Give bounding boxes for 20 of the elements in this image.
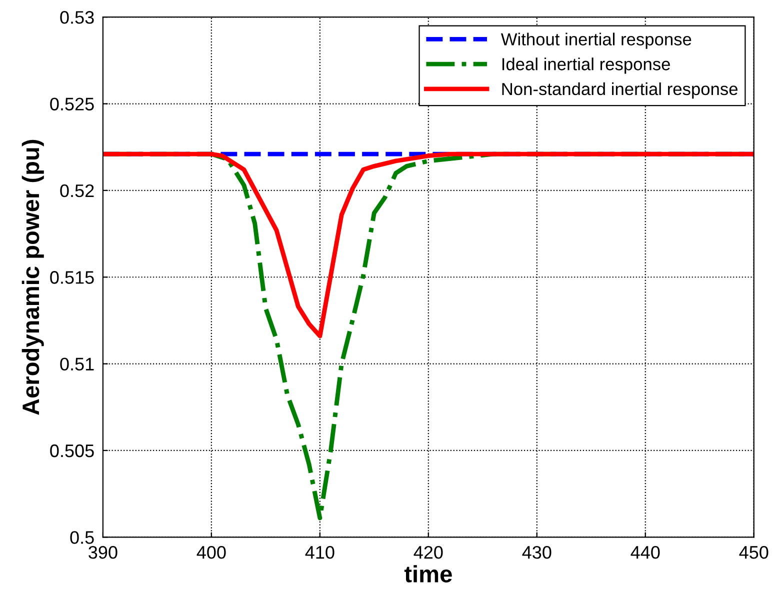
x-tick-label: 390 bbox=[88, 546, 118, 559]
x-tick-label: 430 bbox=[522, 546, 552, 559]
y-tick-label: 0.515 bbox=[50, 271, 94, 284]
x-tick-label: 410 bbox=[305, 546, 334, 559]
line-series bbox=[102, 152, 754, 338]
legend-label: Ideal inertial response bbox=[502, 58, 670, 74]
y-tick-label: 0.525 bbox=[50, 98, 94, 110]
y-tick-label: 0.52 bbox=[60, 184, 94, 198]
y-axis-title: Aerodynamic power (pu) bbox=[22, 140, 44, 415]
x-tick-label: 440 bbox=[630, 546, 660, 559]
y-tick-label: 0.53 bbox=[60, 11, 94, 24]
x-tick-label: 420 bbox=[414, 546, 443, 559]
x-tick-label: 450 bbox=[739, 546, 768, 559]
y-tick-label: 0.505 bbox=[50, 444, 94, 458]
legend-label: Without inertial response bbox=[500, 32, 692, 49]
x-tick-label: 400 bbox=[196, 546, 226, 559]
y-tick-label: 0.5 bbox=[70, 531, 94, 544]
legend-label: Non-standard inertial response bbox=[502, 82, 738, 99]
x-axis-title: time bbox=[404, 565, 452, 582]
y-tick-label: 0.51 bbox=[60, 358, 94, 371]
